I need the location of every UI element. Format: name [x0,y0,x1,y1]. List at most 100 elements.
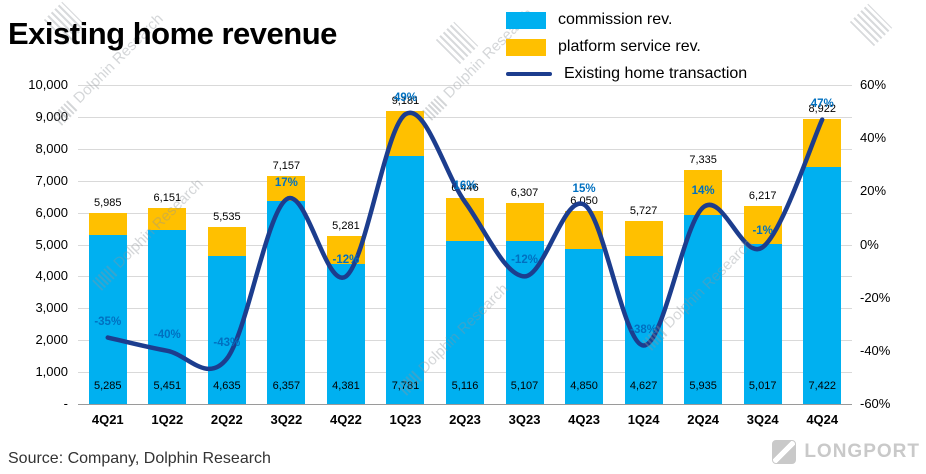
x-axis-label: 1Q22 [151,412,184,427]
total-value-label: 5,727 [629,205,658,218]
gridline [78,404,852,405]
commission-value-label: 5,935 [689,380,717,392]
y-axis-tick-right: 20% [860,183,887,199]
bar-platform-segment [446,198,484,241]
line-value-label: -40% [153,328,181,341]
bar-commission-segment [267,201,306,404]
commission-value-label: 4,850 [570,380,598,392]
y-axis-tick-right: 60% [860,77,887,92]
y-axis-tick-left: 3,000 [35,300,68,316]
bar-commission-segment [803,167,842,404]
total-value-label: 5,985 [94,197,122,210]
y-axis-tick-left: 8,000 [35,140,68,156]
total-value-label: 9,181 [391,95,420,108]
legend-item-platform: platform service rev. [506,35,747,59]
total-value-label: 7,157 [272,159,301,172]
bar-platform-segment [565,211,604,250]
line-value-label: -1% [752,225,773,238]
commission-value-label: 7,781 [391,380,420,392]
y-axis-tick-left: 5,000 [35,236,68,252]
bar-platform-segment [148,207,187,231]
legend-label-commission: commission rev. [558,11,673,28]
commission-value-label: 5,285 [94,380,122,392]
bar-commission-segment [386,155,425,404]
line-value-label: 14% [691,185,715,198]
x-axis-label: 2Q24 [687,412,720,427]
y-axis-tick-left: 2,000 [35,332,68,348]
bar-platform-segment [386,111,425,156]
y-axis-tick-left: - [63,396,68,411]
y-axis-tick-right: -40% [860,342,891,358]
y-axis-tick-right: -20% [860,289,891,305]
x-axis-label: 4Q22 [330,412,362,427]
gridline [78,85,852,86]
y-axis-tick-right: 40% [860,130,887,146]
longport-logo: LONGPORT [772,440,920,464]
y-axis-tick-left: 9,000 [35,108,68,124]
bar-platform-segment [88,213,127,236]
total-value-label: 7,335 [689,154,717,166]
commission-value-label: 5,116 [451,380,479,392]
x-axis-label: 3Q24 [746,412,779,427]
line-value-label: -12% [511,254,538,267]
legend-item-commission: commission rev. [506,8,747,32]
line-value-label: 17% [274,177,298,190]
commission-value-label: 4,627 [629,380,658,392]
x-axis-label: 4Q23 [568,412,600,427]
line-value-label: 47% [810,97,834,110]
commission-value-label: 5,107 [510,380,539,392]
legend-label-platform: platform service rev. [558,38,701,55]
x-axis-label: 4Q21 [91,412,124,427]
y-axis-tick-left: 1,000 [35,364,68,380]
longport-icon [772,440,797,464]
bar-platform-segment [624,221,663,257]
line-value-label: -43% [213,336,241,349]
commission-value-label: 7,422 [808,380,836,392]
legend-item-transaction: Existing home transaction [506,62,747,86]
gridline [78,148,852,150]
chart-title: Existing home revenue [8,16,337,51]
y-axis-tick-right: -60% [860,396,891,411]
x-axis-label: 1Q23 [389,412,422,427]
x-axis-label: 1Q24 [627,412,660,427]
commission-value-label: 6,357 [272,380,301,392]
bar-commission-segment [684,214,723,404]
source-text: Source: Company, Dolphin Research [8,450,271,467]
commission-value-label: 5,451 [153,380,182,392]
commission-value-label: 4,635 [213,380,241,392]
x-axis-label: 3Q23 [508,412,541,427]
total-value-label: 6,050 [570,195,598,207]
legend-swatch-platform [506,38,546,56]
y-axis-tick-left: 7,000 [35,172,68,188]
line-value-label: 49% [393,92,417,105]
bar-platform-segment [207,227,246,257]
bar-platform-segment [505,202,544,242]
y-axis-tick-left: 6,000 [35,204,68,220]
y-axis-tick-right: 0% [860,236,879,252]
total-value-label: 6,217 [748,189,777,202]
commission-value-label: 4,381 [332,380,360,392]
line-value-label: -38% [630,323,658,336]
line-value-label: 16% [453,179,477,192]
x-axis-label: 4Q24 [806,412,839,427]
bar-commission-segment [148,230,187,404]
x-axis-label: 2Q22 [210,412,243,427]
x-axis-label: 2Q23 [449,412,481,427]
total-value-label: 6,151 [153,191,182,204]
line-value-label: -35% [94,315,122,328]
legend: commission rev. platform service rev. Ex… [506,8,747,86]
y-axis-tick-left: 4,000 [35,268,68,284]
total-value-label: 5,281 [332,219,360,232]
bar-platform-segment [803,119,842,168]
y-axis-tick-left: 10,000 [28,77,68,92]
line-value-label: -12% [332,254,360,267]
legend-swatch-transaction-line [506,72,552,76]
legend-label-transaction: Existing home transaction [564,65,748,82]
total-value-label: 6,307 [510,186,539,199]
longport-text: LONGPORT [804,441,920,462]
line-value-label: 15% [572,182,596,195]
legend-swatch-commission [506,11,546,29]
total-value-label: 5,535 [213,211,241,224]
